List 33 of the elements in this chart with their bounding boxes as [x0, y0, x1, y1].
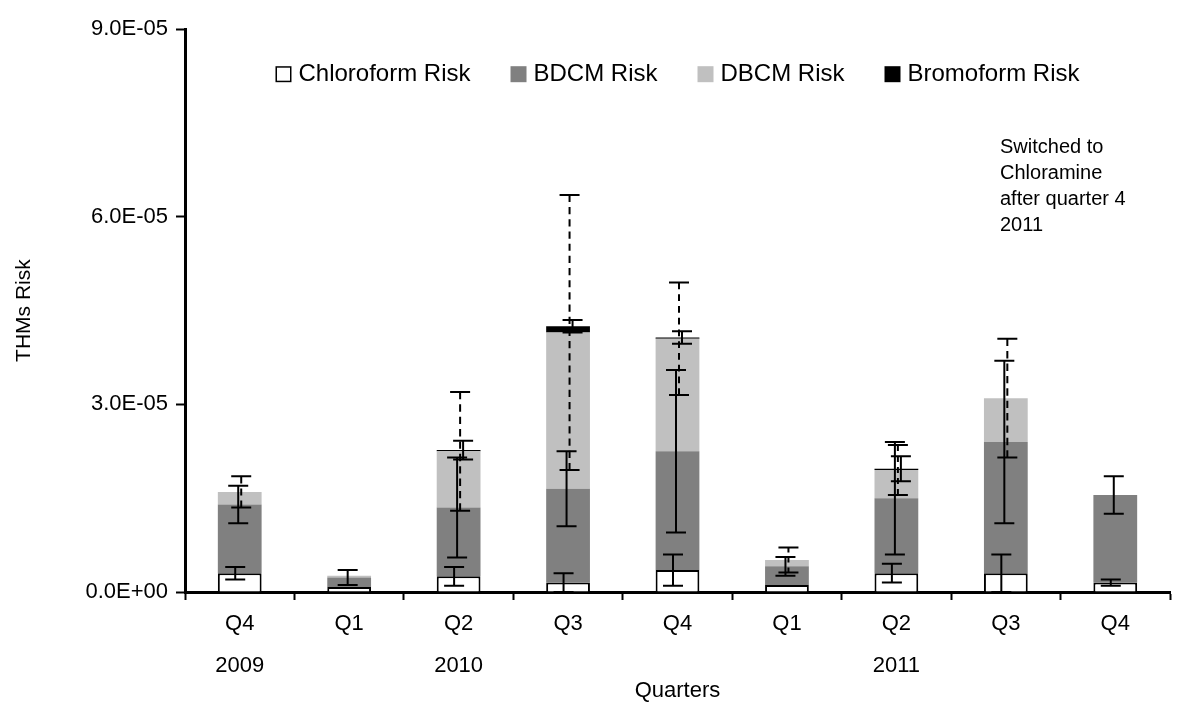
x-tick-label: Q2 2011 [872, 609, 921, 677]
bar [436, 451, 481, 508]
x-tick-label: Q4 [1100, 609, 1130, 635]
x-tick-label: Q1 [772, 609, 802, 635]
bar [217, 491, 262, 505]
legend-label: Chloroform Risk [298, 58, 472, 86]
y-tick-label: 9.0E-05 [90, 15, 168, 41]
x-axis-title: Quarters [634, 676, 721, 702]
x-tick-label: Q1 [334, 609, 364, 635]
bar [546, 332, 590, 489]
legend-label: Bromoform Risk [907, 58, 1081, 86]
bar [983, 441, 1028, 574]
bar [1093, 495, 1138, 583]
y-tick-label: 6.0E-05 [90, 202, 168, 228]
bar [655, 451, 700, 571]
x-tick-label: Q4 2009 [215, 609, 265, 677]
y-axis-title: THMs Risk [11, 258, 35, 362]
bar [983, 398, 1028, 442]
x-tick-label: Q2 2010 [434, 609, 484, 677]
legend-label: BDCM Risk [533, 58, 659, 86]
y-tick-label: 0.0E+00 [85, 578, 168, 604]
x-tick-label: Q4 [662, 609, 693, 635]
bar [874, 498, 919, 574]
bar [546, 488, 590, 583]
y-tick-label: 3.0E-05 [90, 390, 168, 416]
x-tick-label: Q3 [553, 609, 583, 635]
bar [655, 338, 700, 452]
legend-label: DBCM Risk [720, 58, 846, 86]
bar [765, 560, 809, 567]
bar [217, 504, 262, 574]
x-tick-label: Q3 [991, 609, 1021, 635]
bar [436, 507, 481, 577]
annotation: Switched to Chloramine after quarter 4 2011 [1000, 134, 1126, 235]
